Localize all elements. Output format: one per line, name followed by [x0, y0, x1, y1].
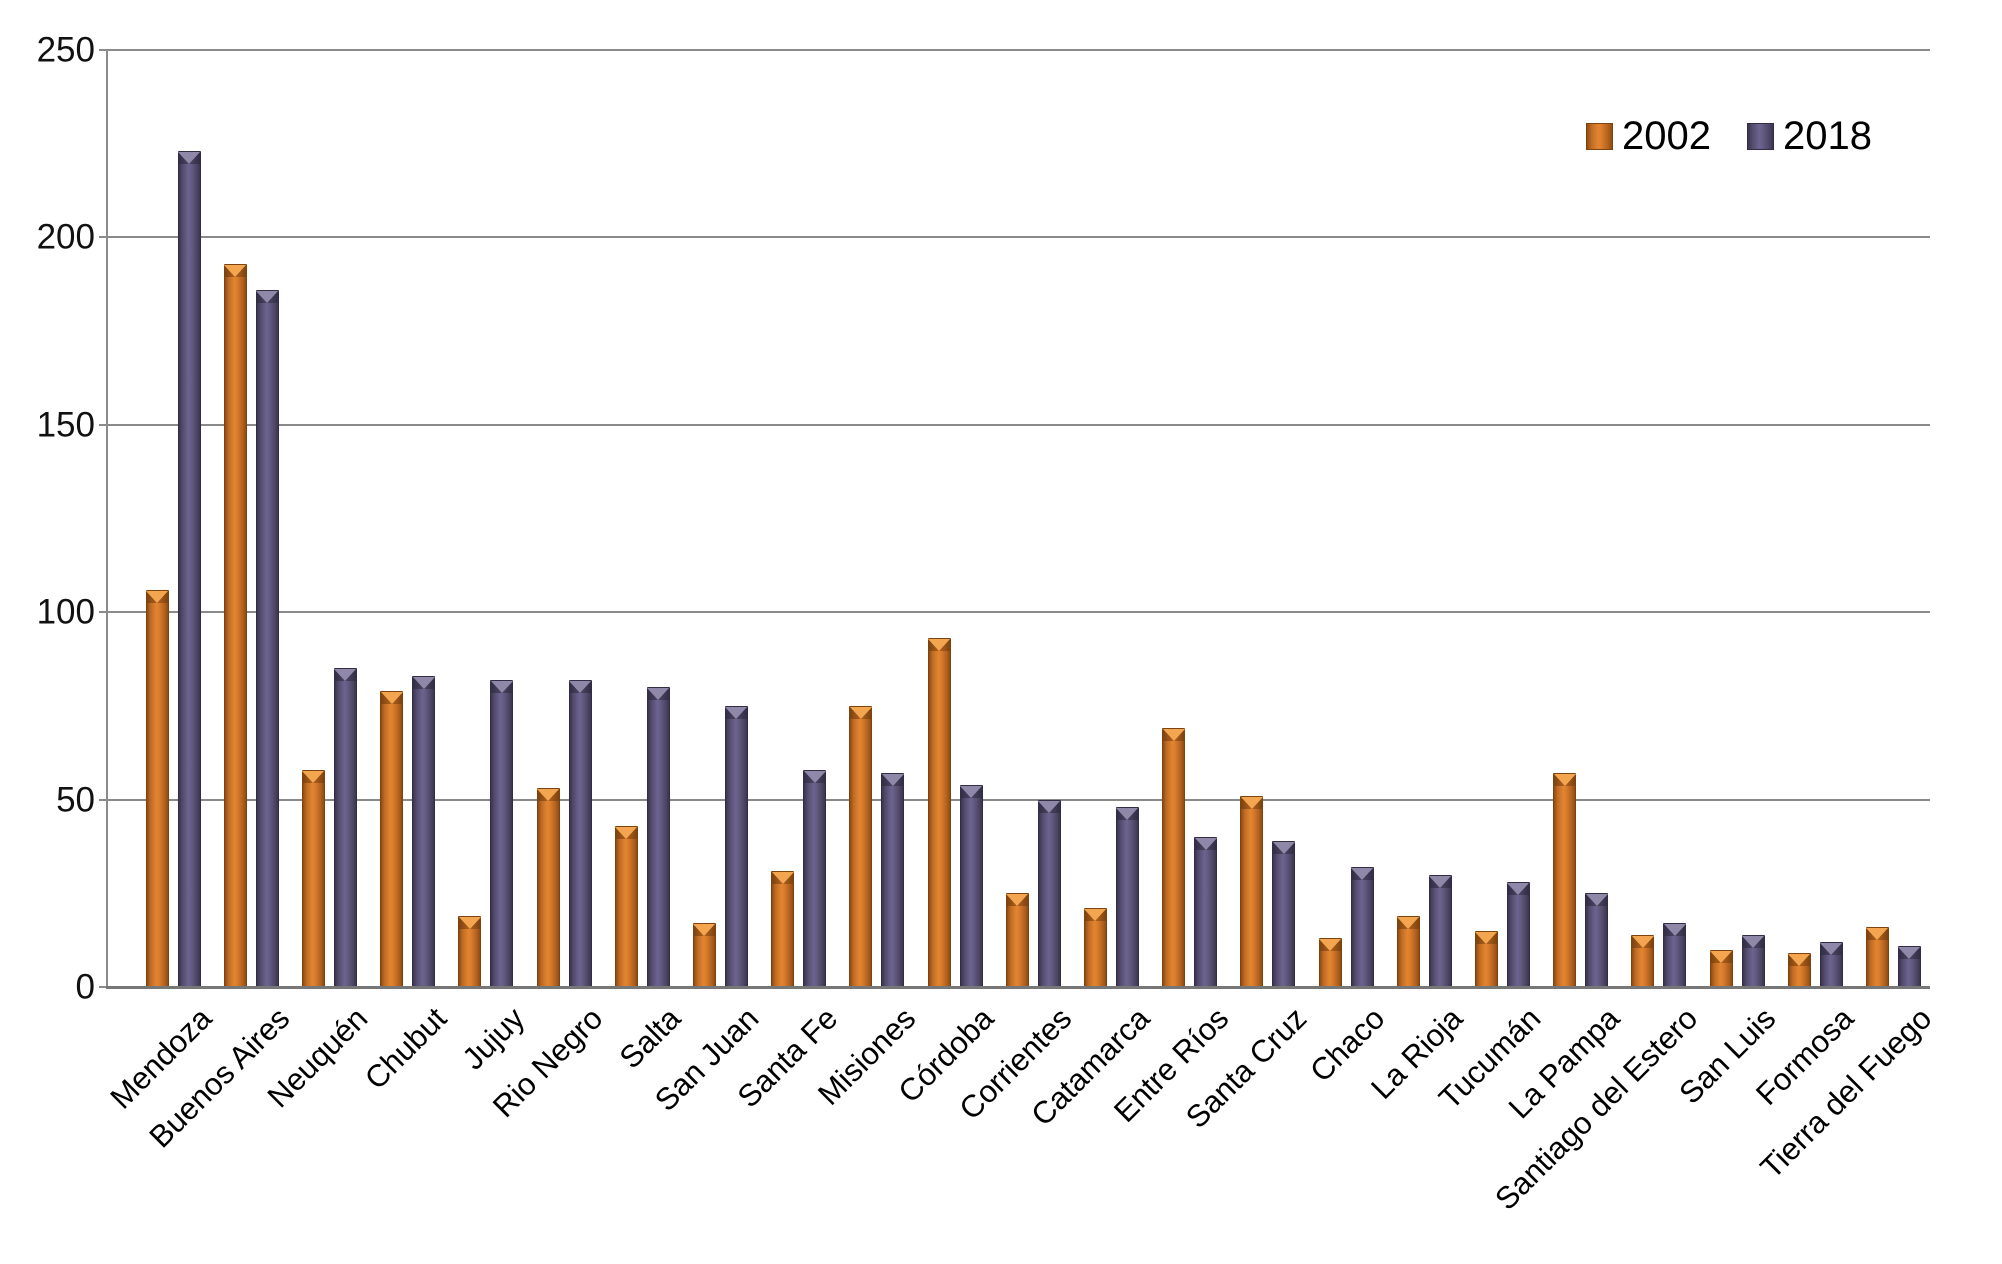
- legend: 2002 2018: [1586, 116, 1872, 156]
- gridline-150: [108, 423, 1930, 426]
- legend-swatch-2002-icon: [1586, 122, 1613, 150]
- legend-label-2018: 2018: [1782, 114, 1872, 158]
- bar-2018-tucuman: [1506, 882, 1530, 987]
- y-axis-line: [106, 50, 108, 987]
- bar-2018-cordoba: [959, 784, 983, 987]
- bar-2002-santa-cruz: [1240, 795, 1264, 987]
- bar-2002-misiones: [849, 705, 873, 987]
- bar-2018-entre-rios: [1194, 837, 1218, 987]
- bar-2018-chaco: [1350, 867, 1374, 987]
- bar-2018-chubut: [412, 675, 436, 987]
- bar-2002-chubut: [380, 690, 404, 987]
- bar-2002-cordoba: [927, 638, 951, 987]
- bar-2018-buenos-aires: [255, 289, 279, 987]
- y-tick-label-150: 150: [36, 405, 95, 445]
- bar-2002-san-luis: [1709, 949, 1733, 987]
- bar-2002-neuquen: [301, 769, 325, 987]
- bar-2018-mendoza: [177, 151, 201, 987]
- bar-2018-jujuy: [490, 679, 514, 987]
- bar-2018-san-luis: [1741, 934, 1765, 987]
- gridline-250: [108, 49, 1930, 51]
- bar-2018-san-juan: [724, 705, 748, 987]
- bar-2018-misiones: [881, 773, 905, 987]
- legend-item-2018: 2018: [1746, 114, 1872, 158]
- gridline-200: [108, 236, 1930, 239]
- bar-2002-catamarca: [1083, 908, 1107, 987]
- bar-2002-la-pampa: [1553, 773, 1577, 987]
- bar-2002-mendoza: [145, 589, 169, 987]
- y-tick-50: [99, 798, 108, 801]
- bar-2018-formosa: [1819, 942, 1843, 987]
- y-tick-label-50: 50: [56, 780, 95, 820]
- y-tick-100: [99, 611, 108, 614]
- legend-swatch-2018-icon: [1746, 122, 1774, 150]
- bar-2002-santiago-del-estero: [1631, 934, 1655, 987]
- bar-2018-santa-fe: [803, 769, 827, 987]
- y-tick-0: [99, 986, 108, 988]
- bar-2002-jujuy: [458, 915, 482, 987]
- bar-2018-santiago-del-estero: [1663, 923, 1687, 987]
- y-tick-label-200: 200: [36, 217, 95, 257]
- bar-2002-santa-fe: [771, 870, 795, 987]
- bar-2002-tierra-del-fuego: [1865, 927, 1889, 987]
- y-tick-150: [99, 423, 108, 426]
- y-tick-200: [99, 236, 108, 239]
- gridline-50: [108, 798, 1930, 801]
- x-axis-line: [106, 986, 1930, 989]
- bar-2018-rio-negro: [568, 679, 592, 987]
- bar-2018-la-pampa: [1585, 893, 1609, 987]
- legend-label-2002: 2002: [1622, 114, 1711, 158]
- y-tick-label-250: 250: [36, 30, 95, 70]
- bar-2018-catamarca: [1115, 807, 1139, 987]
- bar-2002-salta: [614, 825, 638, 987]
- y-tick-label-100: 100: [36, 592, 95, 632]
- bar-2002-la-rioja: [1396, 915, 1420, 987]
- bar-2002-tucuman: [1474, 930, 1498, 987]
- legend-item-2002: 2002: [1586, 116, 1711, 156]
- bar-2002-formosa: [1787, 953, 1811, 987]
- y-tick-250: [99, 49, 108, 51]
- bar-2018-tierra-del-fuego: [1897, 945, 1921, 987]
- y-tick-label-0: 0: [75, 967, 95, 1007]
- bar-2018-la-rioja: [1428, 874, 1452, 987]
- bar-2018-neuquen: [333, 668, 357, 987]
- gridline-100: [108, 611, 1930, 614]
- bar-2018-corrientes: [1037, 799, 1061, 987]
- bar-2002-buenos-aires: [223, 263, 247, 987]
- bar-2018-santa-cruz: [1272, 840, 1296, 987]
- bar-2002-entre-rios: [1162, 728, 1186, 987]
- bar-2002-chaco: [1318, 938, 1342, 987]
- bar-2018-salta: [646, 687, 670, 987]
- bar-2002-san-juan: [692, 923, 716, 987]
- bar-2002-rio-negro: [536, 788, 560, 987]
- bar-2002-corrientes: [1005, 893, 1029, 987]
